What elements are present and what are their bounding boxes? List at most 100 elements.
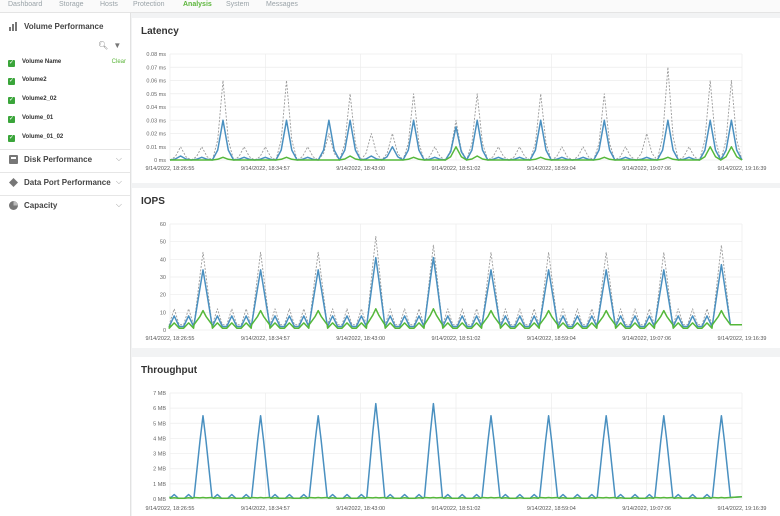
x-tick-label: 9/14/2022, 18:59:04 (527, 166, 576, 172)
series-line (169, 495, 743, 499)
disk-performance-header[interactable]: Disk Performance ⌵ (0, 150, 130, 170)
throughput-title: Throughput (141, 365, 198, 376)
tab-hosts[interactable]: Hosts (100, 1, 118, 8)
capacity-label: Capacity (24, 201, 58, 210)
x-tick-label: 9/14/2022, 18:43:00 (336, 336, 385, 342)
x-tick-label: 9/14/2022, 18:51:02 (432, 506, 481, 512)
y-tick-label: 0.06 ms (146, 79, 166, 85)
y-tick-label: 0.07 ms (146, 65, 166, 71)
filter-icon[interactable]: ▼ (113, 41, 122, 50)
volume-performance-title: Volume Performance (24, 22, 104, 31)
tab-protection[interactable]: Protection (133, 1, 165, 8)
x-tick-label: 9/14/2022, 18:34:57 (241, 336, 290, 342)
chevron-down-icon: ⌵ (115, 200, 122, 209)
y-tick-label: 0 (163, 328, 166, 334)
y-tick-label: 10 (160, 310, 166, 316)
series-line (169, 66, 743, 161)
disk-icon (9, 155, 18, 164)
tab-storage[interactable]: Storage (59, 1, 84, 8)
series-line (170, 146, 743, 161)
y-tick-label: 6 MB (153, 406, 166, 412)
divider (0, 195, 130, 196)
y-tick-label: 1 MB (153, 482, 166, 488)
clear-button[interactable]: Clear (111, 59, 126, 65)
volume-checkbox[interactable]: ✓ (8, 78, 15, 85)
x-tick-label: 9/14/2022, 18:34:57 (241, 166, 290, 172)
y-tick-label: 7 MB (153, 391, 166, 397)
latency-chart[interactable]: 0 ms 0.01 ms 0.02 ms 0.03 ms 0.04 ms 0.05 ms 0… (132, 18, 780, 183)
volume-checkbox[interactable]: ✓ (8, 135, 15, 142)
select-all-checkbox[interactable]: ✓ (8, 60, 15, 67)
volume-name-header-row[interactable]: ✓ Volume Name Clear (8, 59, 126, 71)
divider (0, 149, 130, 150)
y-tick-label: 3 MB (153, 452, 166, 458)
volume-name: Volume_01_02 (22, 134, 64, 140)
series-line (169, 119, 743, 161)
tab-dashboard[interactable]: Dashboard (8, 1, 43, 8)
x-tick-label: 9/14/2022, 19:16:39 (718, 506, 767, 512)
volume-checkbox[interactable]: ✓ (8, 116, 15, 123)
x-tick-label: 9/14/2022, 19:16:39 (718, 336, 767, 342)
y-tick-label: 0.04 ms (146, 105, 166, 111)
x-tick-label: 9/14/2022, 18:51:02 (432, 166, 481, 172)
tab-messages[interactable]: Messages (266, 1, 298, 8)
x-tick-label: 9/14/2022, 18:59:04 (527, 336, 576, 342)
data-port-performance-header[interactable]: Data Port Performance ⌵ (0, 173, 130, 193)
volume-row[interactable]: ✓ Volume_01 (8, 115, 126, 127)
series-line (168, 308, 742, 329)
search-icon[interactable]: 🔍︎ (98, 41, 109, 50)
y-tick-label: 0.02 ms (146, 132, 166, 138)
data-port-performance-label: Data Port Performance (24, 178, 111, 187)
volume-row[interactable]: ✓ Volume_01_02 (8, 134, 126, 146)
y-tick-label: 20 (160, 293, 166, 299)
bar-chart-icon (9, 22, 17, 31)
tab-analysis[interactable]: Analysis (183, 1, 212, 8)
divider (0, 172, 130, 173)
sidebar: Volume Performance 🔍︎ ▼ ✓ Volume Name Cl… (0, 13, 131, 516)
pie-icon (9, 201, 18, 210)
x-tick-label: 9/14/2022, 19:07:06 (622, 336, 671, 342)
x-tick-label: 9/14/2022, 19:16:39 (718, 166, 767, 172)
x-tick-label: 9/14/2022, 18:59:04 (527, 506, 576, 512)
iops-title: IOPS (141, 196, 165, 207)
x-tick-label: 9/14/2022, 18:26:55 (146, 336, 195, 342)
volume-checkbox[interactable]: ✓ (8, 97, 15, 104)
data-port-icon (9, 178, 18, 187)
latency-panel: Latency 0 ms 0.01 ms 0.02 ms 0.03 ms 0.04 ms… (132, 18, 780, 183)
tab-system[interactable]: System (226, 1, 250, 8)
x-tick-label: 9/14/2022, 18:34:57 (241, 506, 290, 512)
y-tick-label: 40 (160, 257, 166, 263)
chevron-down-icon: ⌵ (115, 154, 122, 163)
x-tick-label: 9/14/2022, 18:26:55 (146, 166, 195, 172)
volume-row[interactable]: ✓ Volume2 (8, 77, 126, 89)
x-tick-label: 9/14/2022, 19:07:06 (622, 166, 671, 172)
volume-name: Volume2_02 (22, 96, 57, 102)
y-tick-label: 0.03 ms (146, 118, 166, 124)
series-line (168, 256, 742, 328)
y-tick-label: 5 MB (153, 421, 166, 427)
volume-name: Volume_01 (22, 115, 54, 121)
x-tick-label: 9/14/2022, 18:43:00 (336, 506, 385, 512)
y-tick-label: 0 MB (153, 497, 166, 503)
throughput-chart[interactable]: 0 MB 1 MB 2 MB 3 MB 4 MB 5 MB 6 MB 7 MB 9/14/202… (132, 357, 780, 516)
y-tick-label: 0 ms (154, 158, 166, 164)
y-tick-label: 30 (160, 275, 166, 281)
series-line (168, 235, 742, 326)
iops-panel: IOPS 0 10 20 30 40 50 60 9/14/2022, 18:26:55 9/1… (132, 188, 780, 348)
volume-name: Volume2 (22, 77, 47, 83)
volume-row[interactable]: ✓ Volume2_02 (8, 96, 126, 108)
iops-chart[interactable]: 0 10 20 30 40 50 60 9/14/2022, 18:26:55 9/14/202… (132, 188, 780, 348)
y-tick-label: 0.05 ms (146, 92, 166, 98)
latency-title: Latency (141, 26, 179, 37)
volume-performance-header[interactable]: Volume Performance (0, 17, 130, 37)
throughput-panel: Throughput 0 MB 1 MB 2 MB 3 MB 4 MB 5 MB 6 MB 7… (132, 357, 780, 516)
chevron-down-icon: ⌵ (115, 177, 122, 186)
y-tick-label: 4 MB (153, 436, 166, 442)
y-tick-label: 60 (160, 222, 166, 228)
y-tick-label: 50 (160, 240, 166, 246)
x-tick-label: 9/14/2022, 18:43:00 (336, 166, 385, 172)
x-tick-label: 9/14/2022, 19:07:06 (622, 506, 671, 512)
capacity-header[interactable]: Capacity ⌵ (0, 196, 130, 216)
y-tick-label: 0.08 ms (146, 52, 166, 58)
top-nav: Dashboard Storage Hosts Protection Analy… (0, 0, 780, 13)
